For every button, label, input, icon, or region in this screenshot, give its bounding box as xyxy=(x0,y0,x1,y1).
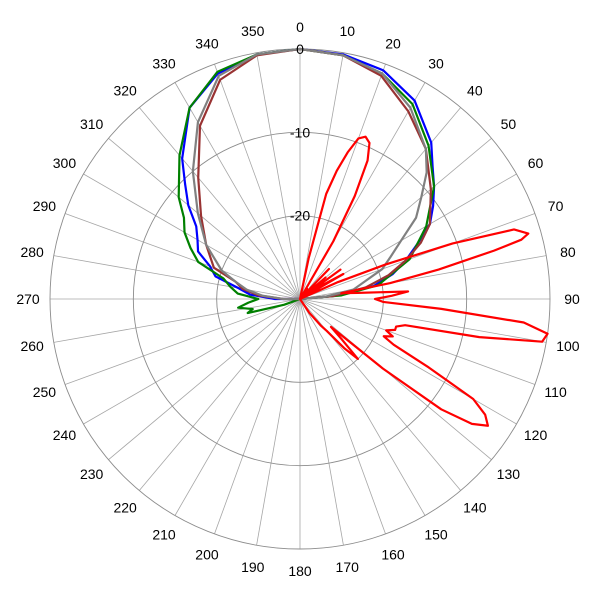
angle-tick-label: 60 xyxy=(528,155,544,171)
series-line-4 xyxy=(191,47,428,301)
angle-tick-label: 120 xyxy=(524,427,548,443)
spoke-20 xyxy=(299,63,386,300)
spoke-110 xyxy=(299,298,536,385)
radial-tick-label: 0 xyxy=(296,41,304,57)
angle-tick-label: 150 xyxy=(424,527,448,543)
spoke-280 xyxy=(53,255,301,300)
angle-tick-label: 180 xyxy=(288,563,312,579)
spoke-120 xyxy=(299,298,517,425)
angle-tick-label: 40 xyxy=(467,83,483,99)
angle-tick-label: 220 xyxy=(113,499,137,515)
spoke-290 xyxy=(64,213,301,300)
angle-tick-label: 80 xyxy=(560,244,576,260)
spoke-150 xyxy=(299,298,426,516)
angle-tick-label: 100 xyxy=(556,338,580,354)
spoke-10 xyxy=(299,52,344,300)
angle-tick-label: 290 xyxy=(33,198,57,214)
spoke-130 xyxy=(299,298,492,461)
angle-tick-label: 310 xyxy=(80,116,104,132)
angle-tick-label: 50 xyxy=(501,116,517,132)
series-line-5 xyxy=(298,135,549,427)
angle-tick-label: 0 xyxy=(296,19,304,35)
spoke-40 xyxy=(299,107,462,300)
angle-tick-label: 190 xyxy=(241,559,265,575)
spoke-340 xyxy=(214,63,301,300)
series-layer xyxy=(177,47,549,427)
angle-tick-label: 30 xyxy=(428,55,444,71)
spoke-240 xyxy=(83,298,301,425)
spoke-320 xyxy=(138,107,301,300)
angle-tick-label: 320 xyxy=(113,83,137,99)
spoke-170 xyxy=(299,298,344,546)
spoke-230 xyxy=(108,298,301,461)
angle-tick-label: 240 xyxy=(53,427,77,443)
spoke-250 xyxy=(64,298,301,385)
spoke-220 xyxy=(138,298,301,491)
angle-tick-label: 300 xyxy=(53,155,77,171)
angle-tick-label: 90 xyxy=(564,291,580,307)
angle-tick-label: 340 xyxy=(195,35,219,51)
angle-tick-label: 350 xyxy=(241,23,265,39)
angle-tick-label: 140 xyxy=(463,499,487,515)
angle-tick-label: 130 xyxy=(497,466,521,482)
angle-tick-label: 270 xyxy=(16,291,40,307)
angle-tick-label: 330 xyxy=(152,55,176,71)
spoke-200 xyxy=(214,298,301,535)
label-layer: 0 10 20 30 40 50 60 70 80 90 100 110 120 130 140 150 160… xyxy=(16,19,580,579)
polar-grid xyxy=(49,48,551,550)
ring--10 xyxy=(132,131,468,467)
spoke-50 xyxy=(299,137,492,300)
angle-tick-label: 230 xyxy=(80,466,104,482)
angle-tick-label: 210 xyxy=(152,527,176,543)
angle-tick-label: 160 xyxy=(381,547,405,563)
angle-tick-label: 70 xyxy=(548,198,564,214)
ring--20 xyxy=(216,215,384,383)
spoke-300 xyxy=(83,173,301,300)
angle-tick-label: 200 xyxy=(195,547,219,563)
angle-tick-label: 260 xyxy=(20,338,44,354)
angle-tick-label: 20 xyxy=(385,35,401,51)
angle-tick-label: 110 xyxy=(544,384,567,400)
spoke-260 xyxy=(53,298,301,343)
spoke-210 xyxy=(174,298,301,516)
radial-tick-label: -10 xyxy=(290,124,310,140)
angle-tick-label: 280 xyxy=(20,244,44,260)
spoke-100 xyxy=(299,298,547,343)
spoke-310 xyxy=(108,137,301,300)
spoke-160 xyxy=(299,298,386,535)
radial-tick-label: -20 xyxy=(290,208,310,224)
spoke-70 xyxy=(299,213,536,300)
spoke-350 xyxy=(256,52,301,300)
angle-tick-label: 170 xyxy=(336,559,360,575)
angle-tick-label: 250 xyxy=(33,384,57,400)
spoke-190 xyxy=(256,298,301,546)
series-line-2 xyxy=(177,47,436,315)
spoke-330 xyxy=(174,82,301,300)
angle-tick-label: 10 xyxy=(339,23,355,39)
